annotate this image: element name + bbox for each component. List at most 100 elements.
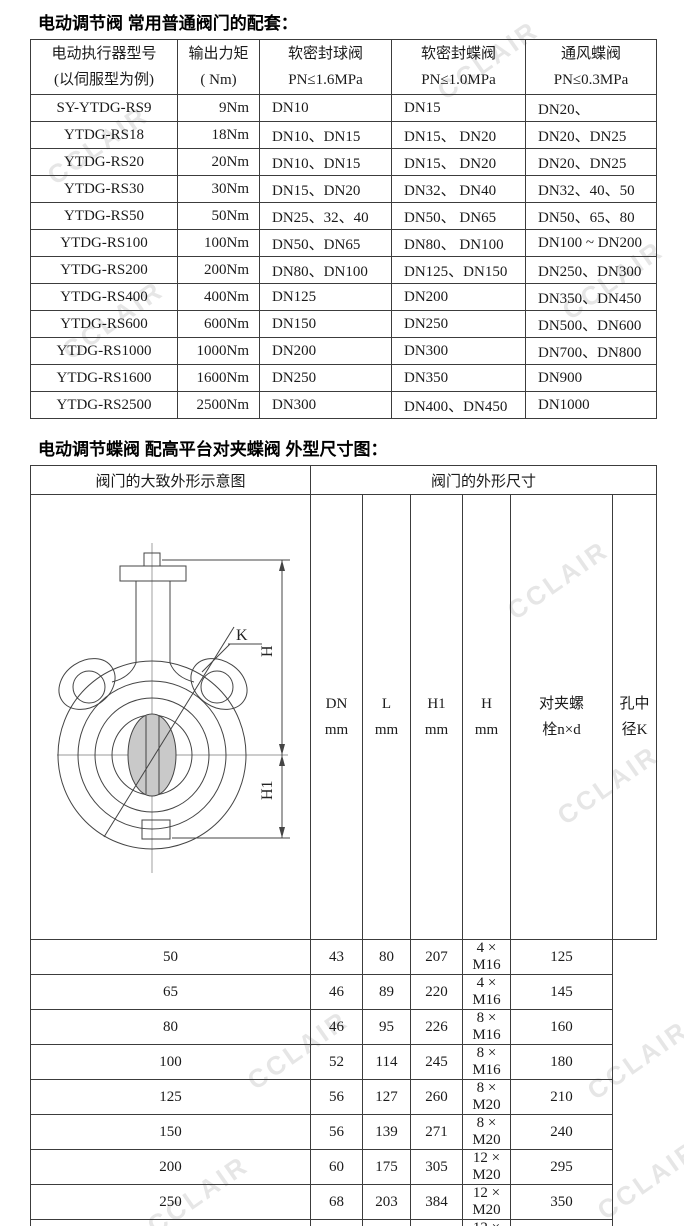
table-row: YTDG-RS50 50Nm DN25、32、40 DN50、 DN65 DN50、65… (30, 202, 657, 230)
table2-column-header: H1 mm (410, 494, 463, 940)
dimension-cell: 52 (310, 1044, 363, 1080)
table-row: YTDG-RS20 20Nm DN10、DN15 DN15、 DN20 DN20、DN2… (30, 148, 657, 176)
value-cell: DN50、 DN65 (391, 202, 526, 230)
table1-title: 电动调节阀 常用普通阀门的配套： (38, 14, 298, 33)
actuator-model-cell: YTDG-RS18 (30, 121, 178, 149)
dimension-cell: 56 (310, 1114, 363, 1150)
table-row: 125 56 127 260 8 × M20 210 (30, 1079, 657, 1115)
value-cell: DN25、32、40 (259, 202, 392, 230)
value-cell: DN20、DN25 (525, 121, 657, 149)
dimension-cell: 78 (310, 1219, 363, 1226)
dimension-cell: 220 (410, 974, 463, 1010)
value-cell: DN700、DN800 (525, 337, 657, 365)
actuator-model-cell: YTDG-RS2500 (30, 391, 178, 419)
dimension-cell: 8 × M20 (462, 1114, 511, 1150)
value-cell: 20Nm (177, 148, 260, 176)
value-cell: 400Nm (177, 283, 260, 311)
dimension-cell: 80 (30, 1009, 311, 1045)
dimension-cell: 207 (410, 939, 463, 975)
dimension-cell: 245 (410, 1044, 463, 1080)
table1-header: 电动执行器型号 (以伺服型为例) 输出力矩( Nm) 软密封球阀 PN≤1.6MPa 软密… (30, 39, 657, 95)
dimension-cell: 240 (510, 1114, 613, 1150)
table-row: 3007824244512 × M20400 (30, 1219, 657, 1226)
table-row: 200 60 175 305 12 × M20 295 (30, 1149, 657, 1185)
dimension-cell: 89 (362, 974, 411, 1010)
value-cell: DN50、DN65 (259, 229, 392, 257)
table2-column-header: DN mm (310, 494, 363, 940)
dimension-cell: 100 (30, 1044, 311, 1080)
dimension-cell: 350 (510, 1184, 613, 1220)
value-cell: DN80、DN100 (259, 256, 392, 284)
value-cell: DN15、 DN20 (391, 148, 526, 176)
actuator-model-cell: YTDG-RS1600 (30, 364, 178, 392)
dimension-cell: 295 (510, 1149, 613, 1185)
dimension-cell: 68 (310, 1184, 363, 1220)
table2-body: 50 43 80 207 4 × M16 125 65 46 89 220 4 × M16 145 80… (30, 939, 657, 1226)
table1-header-row: 电动执行器型号 (以伺服型为例) 输出力矩( Nm) 软密封球阀 PN≤1.6MPa 软密… (30, 39, 657, 95)
column-header-line1: H (481, 696, 492, 712)
table-row: YTDG-RS400 400Nm DN125 DN200 DN350、DN450 (30, 283, 657, 311)
actuator-model-cell: YTDG-RS30 (30, 175, 178, 203)
dimension-cell: 43 (310, 939, 363, 975)
column-header-line2: mm (324, 722, 349, 738)
dimension-cell: 8 × M16 (462, 1044, 511, 1080)
value-cell: DN15 (391, 94, 526, 122)
table2-header-row1: 阀门的大致外形示意图 阀门的外形尺寸 (30, 465, 658, 495)
value-cell: DN400、DN450 (391, 391, 526, 419)
diagram-label-h: H (259, 645, 276, 657)
column-header-line2: 栓n×d (542, 722, 581, 738)
value-cell: DN250 (391, 310, 526, 338)
actuator-model-cell: YTDG-RS50 (30, 202, 178, 230)
dimension-cell: 445 (410, 1219, 463, 1226)
dimension-cell: 271 (410, 1114, 463, 1150)
column-header-line1: 通风蝶阀 (560, 46, 621, 62)
dimension-cell: 150 (30, 1114, 311, 1150)
dimension-cell: 56 (310, 1079, 363, 1115)
column-header-line1: 对夹螺 (538, 696, 584, 712)
dimension-cell: 300 (30, 1219, 311, 1226)
column-header-line1: 软密封球阀 (287, 46, 363, 62)
column-header-line2: mm (424, 722, 449, 738)
dimension-cell: 46 (310, 974, 363, 1010)
table2-column-header: 孔中 径K (611, 494, 658, 940)
table-row: 65 46 89 220 4 × M16 145 (30, 974, 657, 1010)
column-header-line2: PN≤0.3MPa (553, 72, 629, 88)
value-cell: DN80、 DN100 (391, 229, 526, 257)
value-cell: DN1000 (525, 391, 657, 419)
value-cell: DN10、DN15 (259, 121, 392, 149)
value-cell: DN200 (391, 283, 526, 311)
table1-column-header: 输出力矩 ( Nm) (177, 39, 260, 95)
valve-diagram-cell: K H H1 (30, 494, 311, 940)
actuator-valve-matching-table: 电动执行器型号 (以伺服型为例) 输出力矩( Nm) 软密封球阀 PN≤1.6MPa 软密… (30, 39, 657, 419)
value-cell: DN15、 DN20 (391, 121, 526, 149)
value-cell: DN350 (391, 364, 526, 392)
value-cell: 600Nm (177, 310, 260, 338)
dimension-cell: 95 (362, 1009, 411, 1045)
table-row: YTDG-RS600 600Nm DN150 DN250 DN500、DN600 (30, 310, 657, 338)
actuator-model-cell: YTDG-RS600 (30, 310, 178, 338)
value-cell: DN10 (259, 94, 392, 122)
table-row: 80 46 95 226 8 × M16 160 (30, 1009, 657, 1045)
table1-column-header: 通风蝶阀 PN≤0.3MPa (525, 39, 657, 95)
value-cell: 1600Nm (177, 364, 260, 392)
table-row: YTDG-RS30 30Nm DN15、DN20 DN32、 DN40 DN32、40、… (30, 175, 657, 203)
dimension-cell: 160 (510, 1009, 613, 1045)
column-header-line1: H1 (427, 696, 446, 712)
table-row: YTDG-RS18 18Nm DN10、DN15 DN15、 DN20 DN20、DN2… (30, 121, 657, 149)
value-cell: DN125 (259, 283, 392, 311)
column-header-line1: DN (325, 696, 348, 712)
diagram-label-h1: H1 (259, 780, 276, 800)
table-row: 250 68 203 384 12 × M20 350 (30, 1184, 657, 1220)
dimension-cell: 12 × M20 (462, 1184, 511, 1220)
dimension-cell: 250 (30, 1184, 311, 1220)
value-cell: DN125、DN150 (391, 256, 526, 284)
column-header-line1: 软密封蝶阀 (420, 46, 496, 62)
dimension-cell: 4 × M16 (462, 939, 511, 975)
table-row: YTDG-RS1600 1600Nm DN250 DN350 DN900 (30, 364, 657, 392)
value-cell: DN350、DN450 (525, 283, 657, 311)
butterfly-valve-dimension-table: 阀门的大致外形示意图 阀门的外形尺寸 (30, 465, 658, 1226)
column-header-line2: 径K (621, 722, 648, 738)
